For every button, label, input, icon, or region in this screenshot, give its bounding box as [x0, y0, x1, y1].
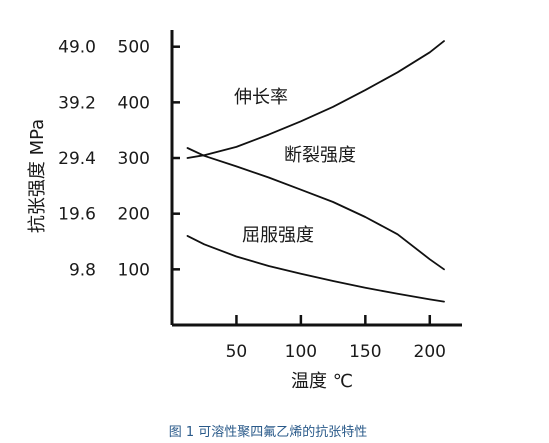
x-tick-label: 200	[414, 342, 446, 362]
yield-strength-curve	[186, 235, 445, 303]
y-tick-label-alt: 29.4	[58, 149, 96, 169]
y-tick-label-mpa: 400	[118, 93, 150, 113]
series-label-break-strength: 断裂强度	[284, 145, 356, 166]
axes	[170, 30, 462, 327]
break-strength-curve	[186, 147, 445, 271]
curves	[186, 40, 445, 303]
x-tick-label: 100	[285, 342, 317, 362]
y-tick-label-mpa: 200	[118, 205, 150, 225]
y-tick-label-mpa: 100	[118, 260, 150, 280]
y-tick-label-alt: 49.0	[58, 38, 96, 58]
y-axis-label: 抗张强度 MPa	[27, 119, 48, 233]
figure-caption: 图 1 可溶性聚四氟乙烯的抗张特性	[169, 424, 368, 440]
series-label-yield-strength: 屈服强度	[242, 225, 314, 246]
y-tick-label-alt: 39.2	[58, 93, 96, 113]
series-label-elongation: 伸长率	[234, 87, 288, 108]
y-tick-label-mpa: 300	[118, 149, 150, 169]
elongation-curve	[186, 40, 445, 159]
tick-labels: 100 9.8 200 19.6 300 29.4 400 39.2 500 49.0 50 100 1…	[58, 38, 446, 362]
x-axis-label: 温度 ℃	[291, 371, 353, 392]
y-tick-label-mpa: 500	[118, 38, 150, 58]
y-tick-label-alt: 9.8	[69, 260, 96, 280]
x-tick-label: 150	[349, 342, 381, 362]
y-tick-label-alt: 19.6	[58, 205, 96, 225]
x-tick-label: 50	[226, 342, 248, 362]
